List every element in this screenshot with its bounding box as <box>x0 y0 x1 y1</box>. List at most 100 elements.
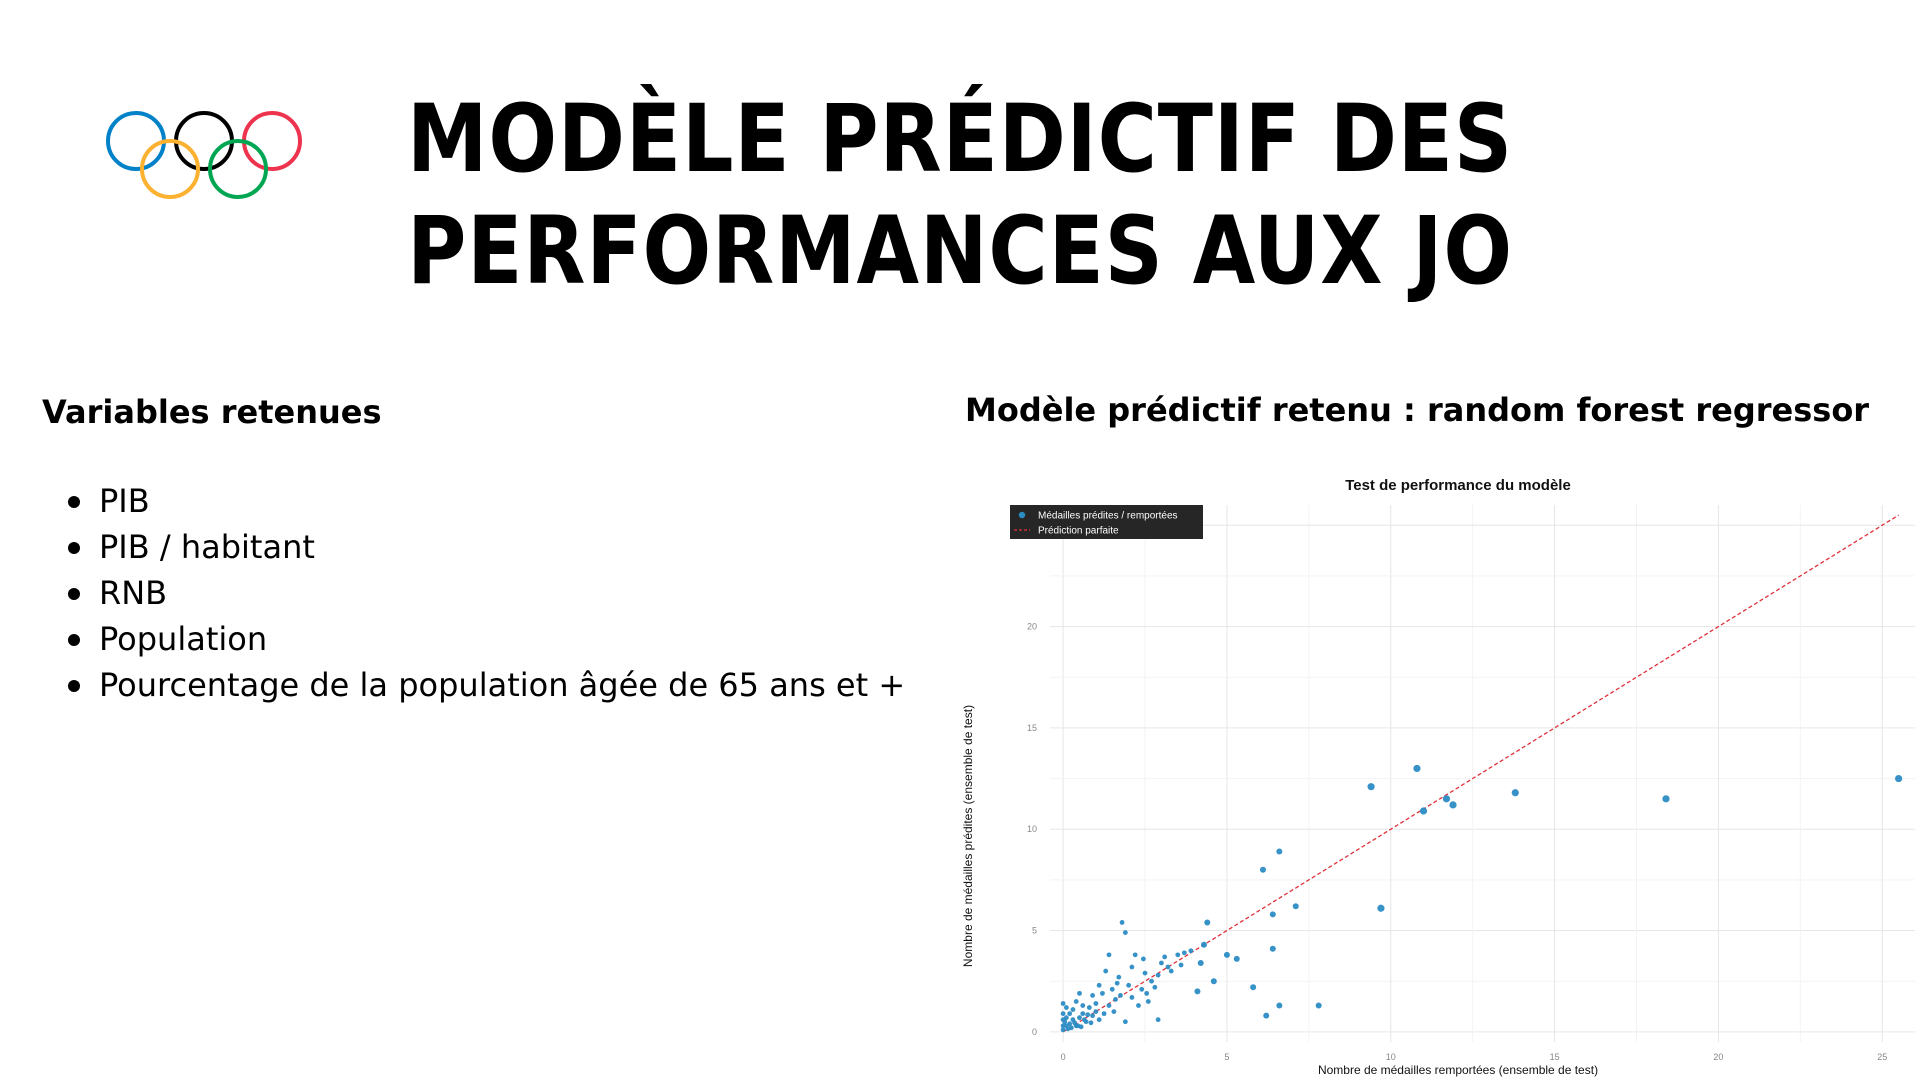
data-point <box>1080 1011 1086 1017</box>
data-point <box>1292 903 1299 910</box>
data-point <box>1119 920 1125 925</box>
data-point <box>1118 992 1123 998</box>
data-point <box>1103 968 1109 974</box>
data-point <box>1895 774 1903 783</box>
x-tick-label: 20 <box>1713 1052 1723 1062</box>
ring-green <box>208 139 268 199</box>
data-point <box>1060 1023 1066 1029</box>
data-point <box>1142 970 1148 976</box>
data-point <box>1077 1015 1082 1021</box>
data-point <box>1263 1012 1270 1019</box>
data-point <box>1197 959 1204 966</box>
data-point <box>1068 1025 1074 1031</box>
data-point <box>1165 964 1171 970</box>
data-point <box>1223 951 1230 958</box>
data-point <box>1060 1001 1066 1006</box>
data-point <box>1070 1007 1076 1012</box>
data-point <box>1060 1017 1066 1023</box>
data-point <box>1129 964 1135 970</box>
x-tick-label: 25 <box>1877 1052 1887 1062</box>
data-point <box>1269 911 1276 918</box>
data-point <box>1155 1017 1161 1023</box>
data-point <box>1194 988 1201 995</box>
data-point <box>1088 1020 1094 1026</box>
data-point <box>1210 978 1217 985</box>
variable-item: PIB <box>62 478 905 524</box>
variable-item: Population <box>62 616 905 662</box>
data-point <box>1377 904 1385 912</box>
x-tick-label: 0 <box>1061 1052 1066 1062</box>
data-point <box>1449 801 1457 809</box>
data-point <box>1106 952 1112 958</box>
data-point <box>1139 986 1145 992</box>
variable-item: PIB / habitant <box>62 524 905 570</box>
data-point <box>1276 1002 1283 1009</box>
data-point <box>1175 952 1181 958</box>
data-point <box>1060 1027 1066 1033</box>
data-point <box>1106 1003 1112 1008</box>
data-point <box>1178 962 1184 968</box>
data-point <box>1122 1019 1128 1025</box>
legend-background <box>1010 505 1203 539</box>
data-point <box>1181 950 1187 956</box>
data-point <box>1129 995 1135 1000</box>
data-point <box>1149 978 1154 984</box>
data-point <box>1419 807 1428 815</box>
data-point <box>1662 795 1670 803</box>
data-point <box>1116 974 1122 980</box>
variables-list: PIB PIB / habitant RNB Population Pource… <box>62 478 905 708</box>
data-point <box>1114 980 1120 986</box>
data-point <box>1315 1002 1322 1009</box>
data-point <box>1259 866 1266 873</box>
data-point <box>1152 984 1158 990</box>
data-point <box>1233 955 1240 962</box>
x-tick-label: 5 <box>1224 1052 1229 1062</box>
data-point <box>1093 1009 1099 1015</box>
data-points <box>1060 764 1903 1033</box>
data-point <box>1144 990 1150 996</box>
page-title-line-2: PERFORMANCES AUX JO <box>407 197 1513 306</box>
x-tick-label: 15 <box>1550 1052 1560 1062</box>
data-point <box>1082 1017 1087 1023</box>
data-point <box>1162 954 1168 960</box>
scatter-chart: 05101520250510152025 Test de performance… <box>961 477 1915 1077</box>
x-tick-label: 10 <box>1386 1052 1396 1062</box>
data-point <box>1080 1003 1086 1008</box>
y-axis-label: Nombre de médailles prédites (ensemble d… <box>961 705 975 967</box>
data-point <box>1100 990 1105 996</box>
data-point <box>1145 999 1151 1004</box>
data-point <box>1078 1024 1084 1030</box>
data-point <box>1200 941 1207 948</box>
data-point <box>1073 999 1079 1004</box>
variable-item: Pourcentage de la population âgée de 65 … <box>62 662 905 708</box>
data-point <box>1111 1009 1117 1015</box>
data-point <box>1086 1005 1092 1010</box>
legend-point-marker <box>1018 511 1026 519</box>
model-heading: Modèle prédictif retenu : random forest … <box>965 391 1870 429</box>
data-point <box>1090 1013 1095 1019</box>
data-point <box>1122 930 1128 935</box>
ring-yellow <box>140 139 200 199</box>
y-tick-label: 0 <box>1032 1027 1037 1037</box>
data-point <box>1136 1003 1141 1008</box>
data-point <box>1188 948 1194 954</box>
data-point <box>1096 982 1102 988</box>
data-point <box>1090 992 1095 998</box>
data-point <box>1109 986 1115 992</box>
data-point <box>1093 1001 1099 1006</box>
variables-heading: Variables retenues <box>42 393 382 431</box>
ring-red <box>242 111 302 171</box>
data-point <box>1159 960 1164 966</box>
data-point <box>1367 783 1375 791</box>
data-point <box>1096 1017 1102 1023</box>
legend-entry-points: Médailles prédites / remportées <box>1038 511 1178 522</box>
data-point <box>1442 795 1451 803</box>
data-point <box>1413 764 1421 773</box>
y-tick-label: 10 <box>1027 824 1037 834</box>
variable-item: RNB <box>62 570 905 616</box>
data-point <box>1085 1012 1091 1018</box>
chart-ticks: 05101520250510152025 <box>1027 520 1887 1062</box>
data-point <box>1250 984 1257 991</box>
perfect-prediction-line <box>1062 514 1899 1033</box>
legend-entry-line: Prédiction parfaite <box>1038 526 1119 537</box>
